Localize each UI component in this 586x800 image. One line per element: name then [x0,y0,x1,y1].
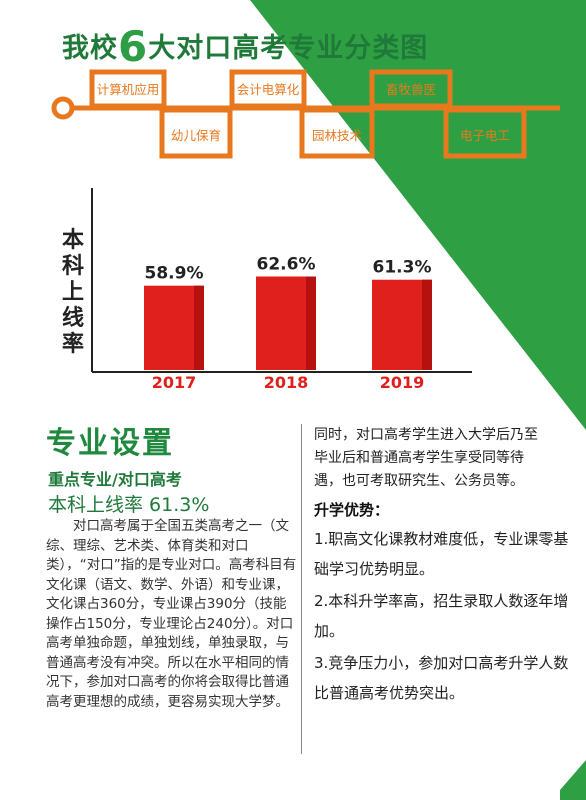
major-box-1 [89,69,167,109]
start-circle [51,96,75,120]
advantage-item: 1.职高文化课教材难度低，专业课零基础学习优势明显。 [314,530,569,578]
major-label: 会计电算化 [237,82,300,97]
major-label: 幼儿保育 [171,128,221,143]
major-box-2 [159,107,233,159]
bar-chart: 58.9% 2017 62.6% 2018 61.3% 2019 [91,188,472,392]
data-label: 62.6% [257,255,316,275]
equal-treatment-paragraph: 同时，对口高考学生进入大学后乃至毕业后和普通高考学生享受同等待遇，也可考取研究生… [314,427,538,489]
section-rate: 本科上线率 61.3% [48,494,210,516]
advantage-item: 3.竞争压力小，参加对口高考升学人数比普通高考优势突出。 [314,654,569,702]
bar-shade [194,285,204,370]
major-box-4 [299,107,375,159]
major-label: 计算机应用 [97,82,160,97]
right-column: 同时，对口高考学生进入大学后乃至毕业后和普通高考学生享受同等待遇，也可考取研究生… [314,424,574,708]
bar-shade [306,276,316,370]
data-label: 58.9% [145,264,204,284]
advantage-item: 2.本科升学率高，招生录取人数逐年增加。 [314,592,569,640]
x-tick-label: 2017 [152,373,197,392]
major-box-6 [443,107,527,159]
major-label: 畜牧兽医 [386,82,436,97]
page-title: 我校6大对口高考专业分类图 [62,22,429,71]
advantages-header: 升学优势： [314,501,390,519]
data-label: 61.3% [373,258,432,278]
x-tick-label: 2018 [264,373,309,392]
section-subtitle: 重点专业/对口高考 [48,470,182,489]
major-box-5 [369,69,453,109]
chart-ylabel: 本科上线率 [61,228,84,357]
section-title: 专业设置 [46,426,174,461]
x-tick-label: 2019 [380,373,425,392]
major-label: 园林技术 [312,128,363,143]
column-divider [301,424,302,754]
bar-shade [422,279,432,370]
major-label: 电子电工 [460,128,510,143]
major-box-3 [229,69,307,109]
intro-paragraph: 对口高考属于全国五类高考之一（文综、理综、艺术类、体育类和对口类），“对口”指的… [46,518,297,710]
majors-diagram: 计算机应用 幼儿保育 会计电算化 园林技术 畜牧兽医 电子电工 [51,69,560,159]
